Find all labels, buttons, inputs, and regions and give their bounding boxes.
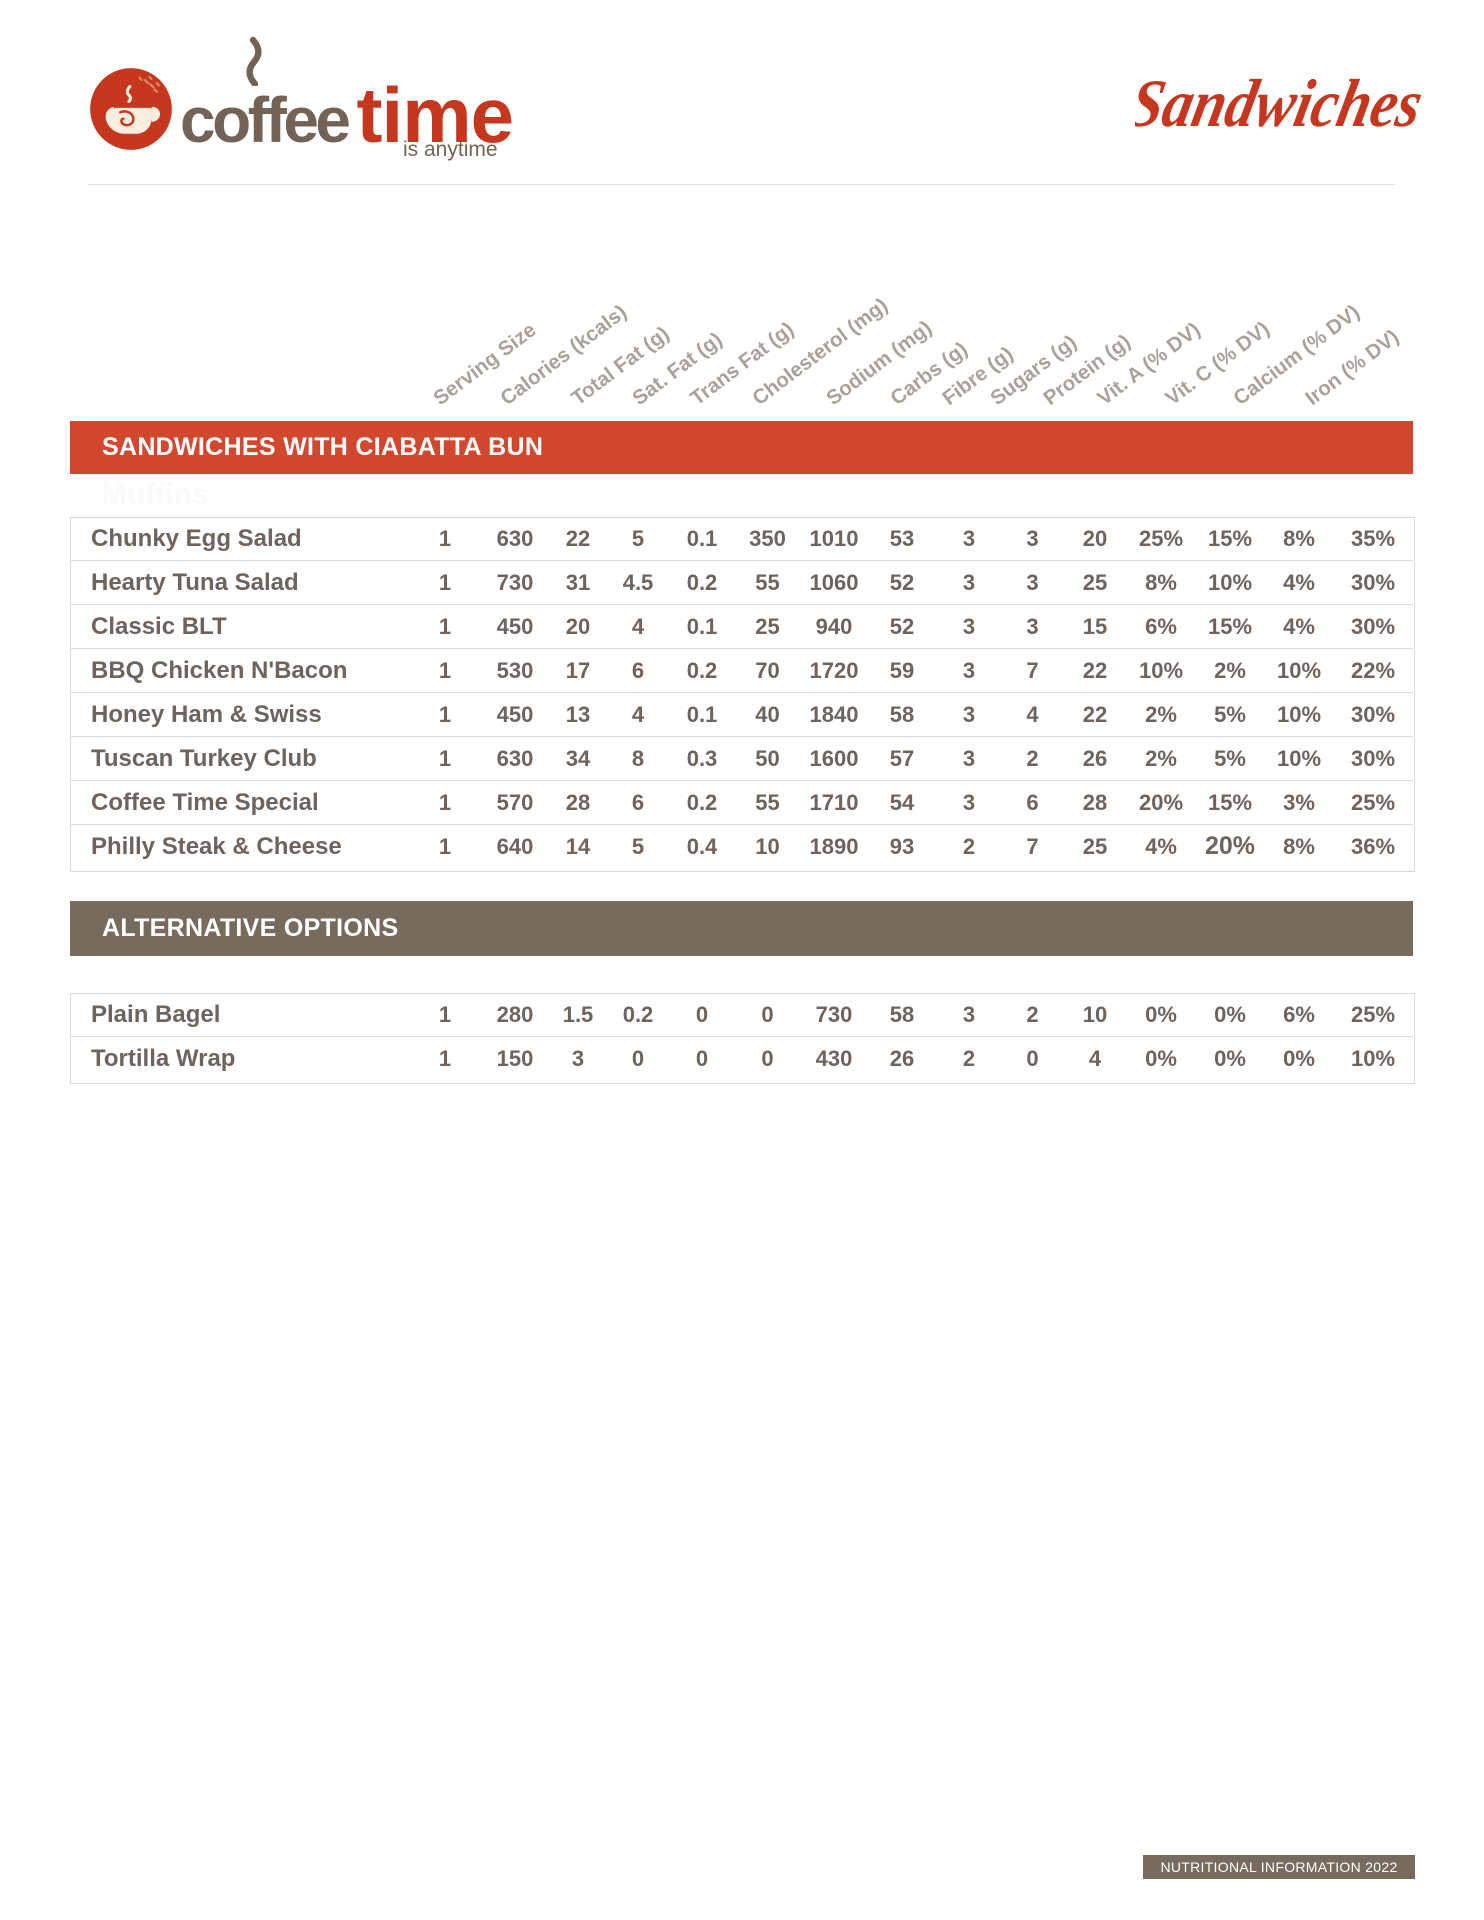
svg-text:Calories (kcals): Calories (kcals) [496,300,631,410]
svg-text:Sandwiches: Sandwiches [1135,66,1429,141]
svg-text:Calcium (% DV): Calcium (% DV) [1229,300,1364,410]
